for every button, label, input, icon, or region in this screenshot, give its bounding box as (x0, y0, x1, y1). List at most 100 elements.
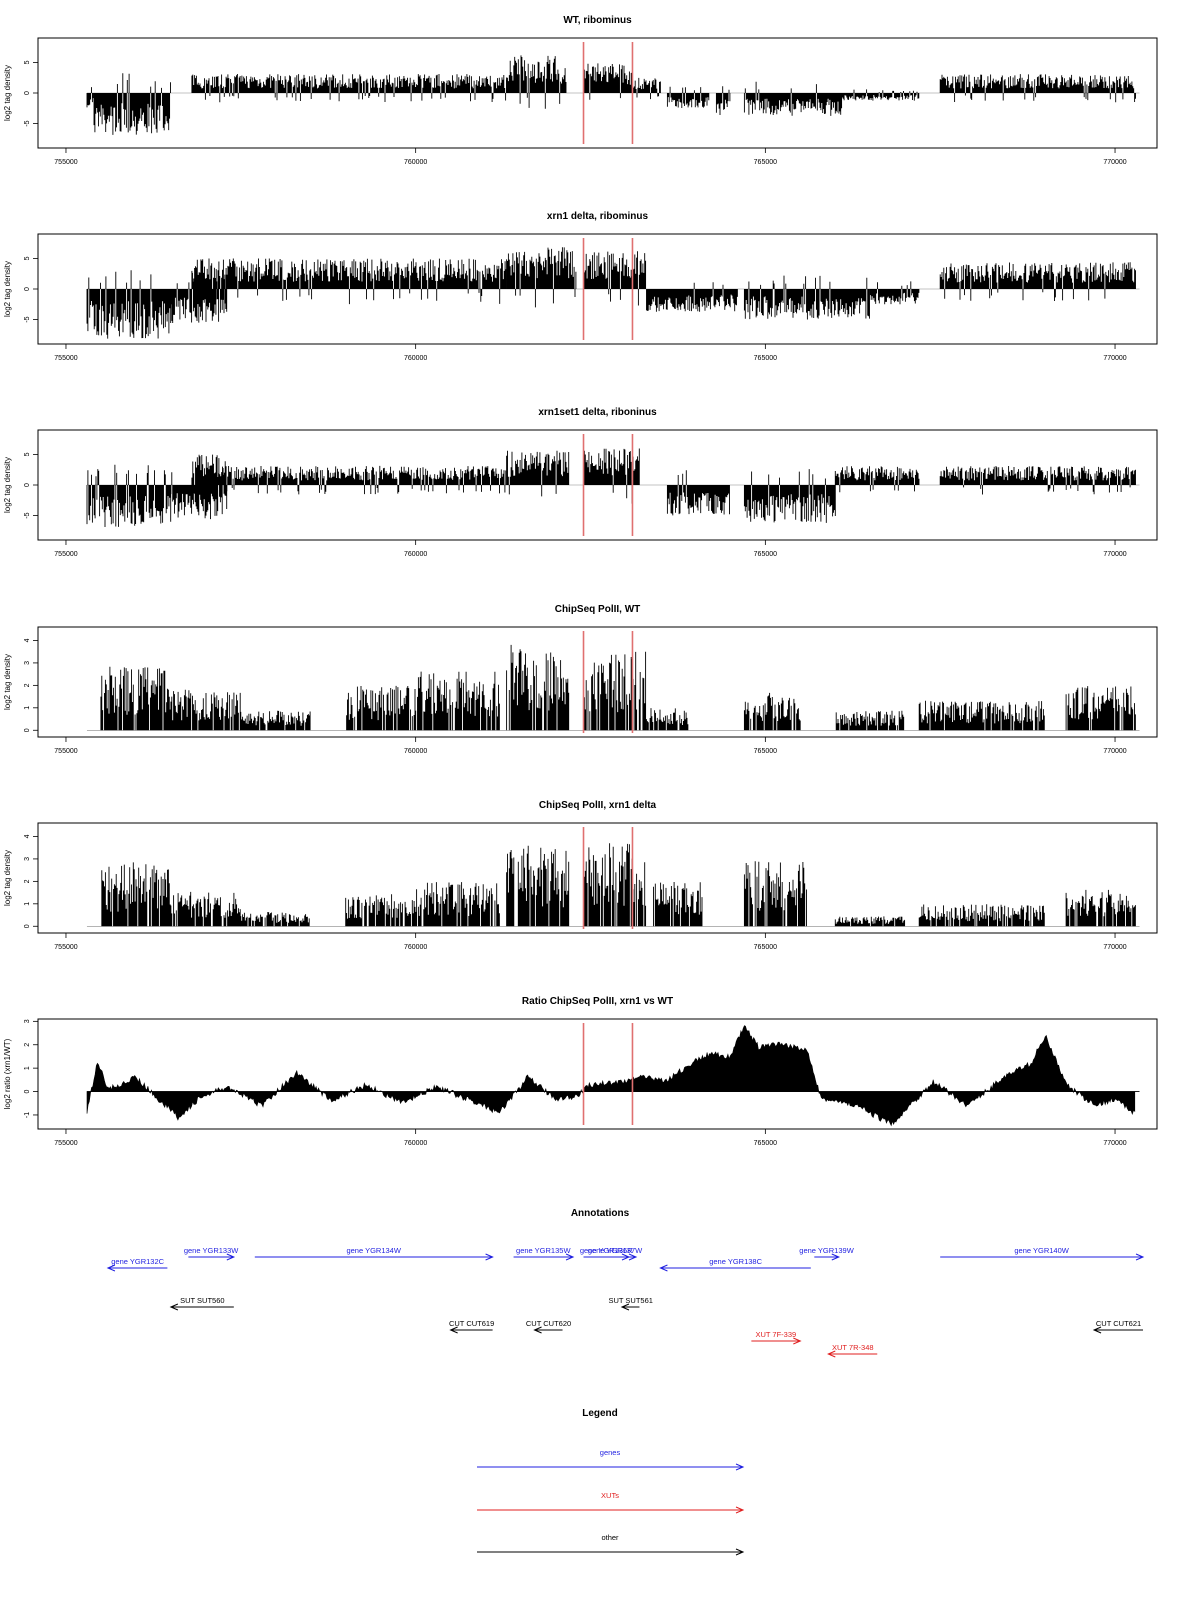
feature-gene: gene YGR132C (106, 1257, 168, 1272)
feature-label: gene YGR133W (184, 1246, 239, 1255)
signal-bars (415, 882, 500, 927)
signal-segment (226, 465, 507, 495)
signal-segment (506, 450, 570, 497)
feature-label: gene YGR135W (516, 1246, 571, 1255)
arrow-head (485, 1253, 494, 1261)
feature-gene: gene YGR134W (254, 1246, 494, 1261)
signal-bars (743, 469, 836, 523)
feature-label: gene YGR136R (580, 1246, 633, 1255)
arrow-head (827, 1350, 836, 1358)
signal-segment (869, 281, 920, 305)
panel-4: ChipSeq PolII, WT log2 tag density 0 1 2 3 4 75… (3, 604, 1158, 755)
signal-bars (226, 465, 507, 495)
signal-segment (743, 275, 870, 320)
feature-other: SUT SUT560 (169, 1296, 234, 1311)
plot-frame (37, 1018, 1158, 1130)
signal-bars (415, 671, 500, 731)
signal-bars (834, 916, 906, 927)
signal-bars (191, 74, 234, 103)
signal-bars (743, 275, 870, 320)
feature-gene: gene YGR135W (513, 1246, 575, 1261)
signal-segment (345, 894, 416, 927)
y-tick-label: 2 (24, 683, 31, 687)
signal-bars (506, 845, 570, 927)
signal-segment (583, 843, 647, 927)
signal-segment (86, 270, 172, 339)
signal-segment (743, 692, 801, 731)
signal-bars (583, 251, 647, 306)
panel-5: ChipSeq PolII, xrn1 delta log2 tag densit… (3, 800, 1158, 951)
x-tick-label: 755000 (54, 1140, 77, 1147)
signal-segment (743, 81, 843, 116)
signal-bars (666, 470, 730, 516)
y-axis-label: log2 ratio (xrn1/WT) (3, 1038, 12, 1109)
signal-bars (632, 77, 661, 100)
feature-xut: XUT 7R-348 (827, 1343, 878, 1358)
signal-segment (233, 74, 507, 102)
signal-segment (86, 464, 172, 527)
y-axis-label: log2 tag density (3, 457, 12, 513)
panel-title: WT, ribominus (563, 15, 632, 26)
feature-other: CUT CUT620 (526, 1319, 571, 1334)
signal-bars (646, 282, 738, 312)
signal-segment (583, 251, 647, 306)
x-tick-label: 765000 (754, 1140, 777, 1147)
signal-bars (345, 894, 416, 927)
legend-label: other (601, 1533, 619, 1542)
signal-segment (1065, 686, 1136, 731)
y-tick-label: -5 (24, 120, 31, 126)
signal-bars (834, 466, 920, 493)
signal-bars (93, 73, 171, 135)
signal-bars (86, 270, 172, 339)
y-tick-label: 5 (24, 452, 31, 456)
signal-segment (506, 845, 570, 927)
signal-segment (653, 882, 703, 927)
y-tick-label: 1 (24, 902, 31, 906)
feature-gene: gene YGR140W (940, 1246, 1145, 1261)
signal-segment (939, 262, 1136, 301)
signal-segment (632, 77, 661, 100)
y-tick-label: 5 (24, 60, 31, 64)
feature-other: CUT CUT621 (1092, 1319, 1144, 1334)
signal-bars (743, 861, 807, 927)
signal-segment (646, 708, 689, 731)
signal-bars (918, 904, 1045, 927)
signal-segment (918, 904, 1045, 927)
feature-label: CUT CUT620 (526, 1319, 571, 1328)
ratio-area (86, 1025, 1136, 1127)
feature-label: XUT 7R-348 (832, 1343, 874, 1352)
signal-segment (583, 448, 640, 504)
panel-title: xrn1set1 delta, riboninus (538, 407, 657, 418)
y-tick-label: 0 (24, 483, 31, 487)
signal-bars (939, 466, 1136, 495)
panel-title: ChipSeq PolII, xrn1 delta (539, 800, 657, 811)
signal-segment (506, 247, 577, 308)
signal-bars (583, 651, 647, 731)
signal-bars (170, 272, 228, 323)
arrow-head (106, 1264, 116, 1272)
y-axis-label: log2 tag density (3, 654, 12, 710)
arrow-head (628, 1253, 638, 1261)
feature-label: gene YGR132C (111, 1257, 164, 1266)
x-tick-label: 765000 (754, 159, 777, 166)
y-axis-label: log2 tag density (3, 850, 12, 906)
signal-bars (86, 87, 94, 108)
x-tick-label: 770000 (1103, 551, 1126, 558)
signal-segment (191, 258, 507, 305)
signal-segment (666, 470, 730, 516)
arrow-head (659, 1264, 668, 1272)
signal-bars (240, 912, 310, 927)
signal-segment (240, 710, 311, 731)
signal-segment (93, 73, 171, 135)
signal-segment (834, 916, 906, 927)
panel-title: Ratio ChipSeq PolII, xrn1 vs WT (522, 996, 673, 1007)
panel-1: WT, ribominus log2 tag density -5 0 5 755000 7… (3, 15, 1158, 166)
x-tick-label: 760000 (404, 355, 427, 362)
signal-segment (240, 912, 310, 927)
signal-segment (170, 689, 241, 731)
signal-bars (1065, 889, 1136, 927)
x-tick-label: 755000 (54, 355, 77, 362)
signal-bars (233, 74, 507, 102)
signal-segment (939, 74, 1136, 103)
